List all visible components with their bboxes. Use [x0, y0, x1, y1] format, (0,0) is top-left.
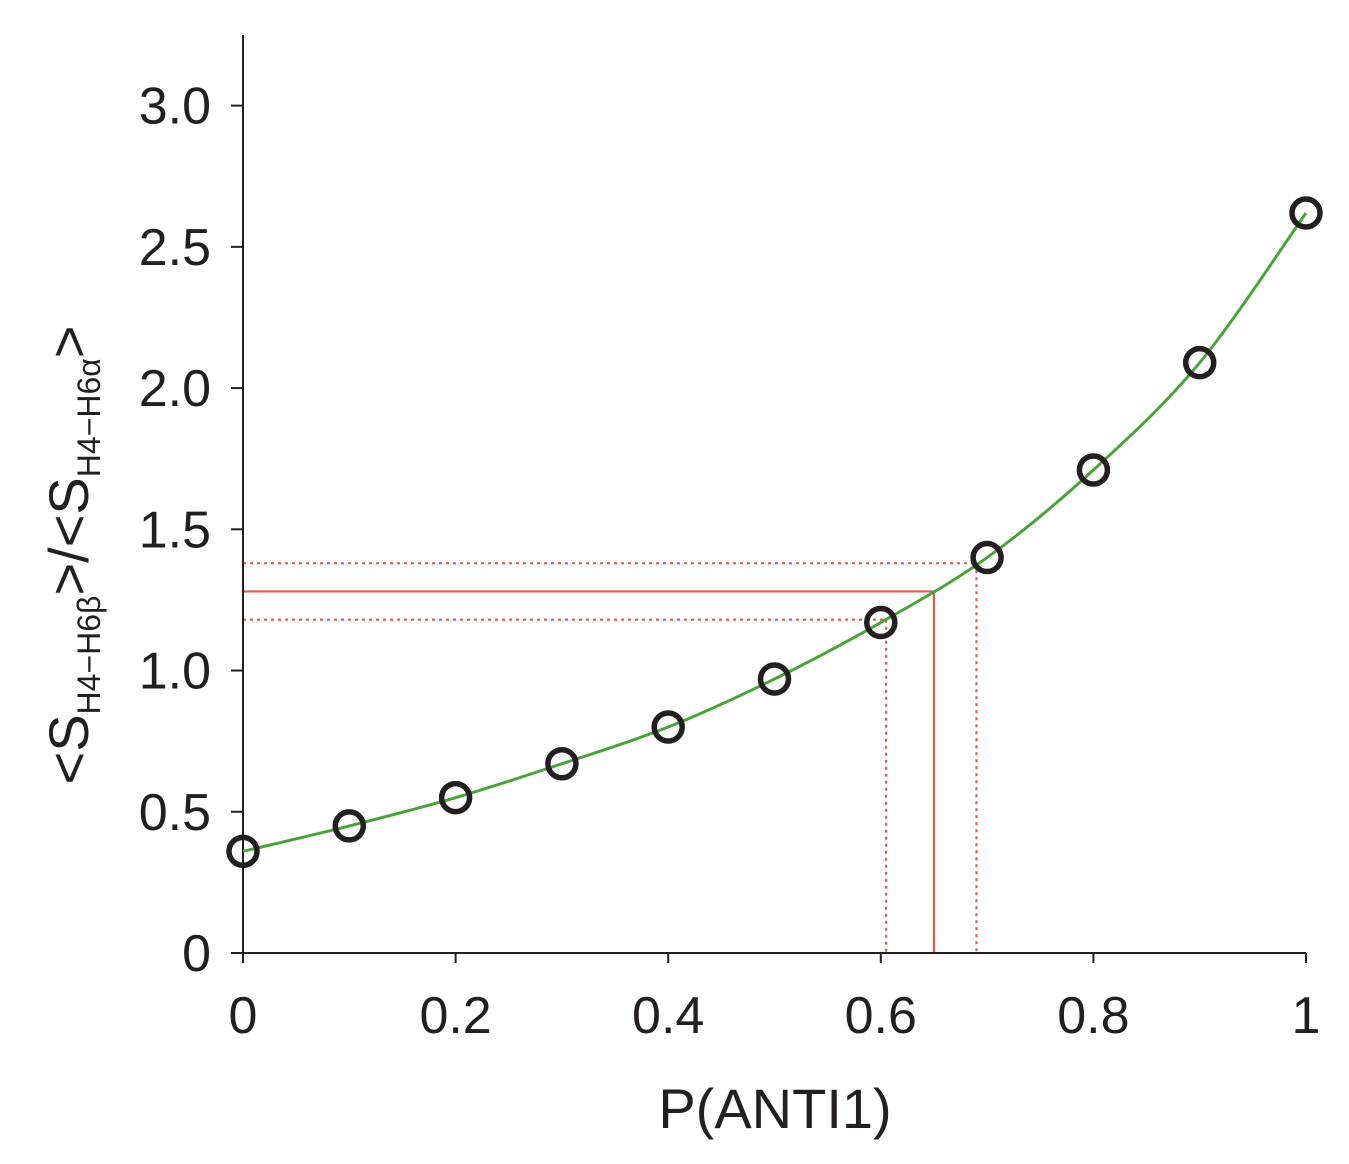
- x-tick-label: 0.8: [1057, 987, 1129, 1045]
- data-point: [1289, 196, 1323, 230]
- y-axis-title-part1: <S: [37, 714, 100, 784]
- x-tick-label: 0.2: [419, 987, 491, 1045]
- data-point: [1182, 345, 1217, 380]
- data-point: [438, 780, 473, 815]
- y-axis-title: <SH4−H6β>/<SH4−H6α>: [37, 326, 107, 785]
- y-axis-title-sub2: H4−H6α: [71, 358, 107, 477]
- y-tick-label: 2.5: [139, 219, 211, 277]
- data-point: [545, 747, 579, 781]
- data-point: [651, 710, 685, 744]
- data-point: [332, 809, 367, 843]
- data-point: [1076, 453, 1111, 487]
- reference-lines: [243, 562, 978, 953]
- y-axis-title-part2: >/<S: [37, 477, 100, 595]
- x-tick-label: 0.4: [632, 987, 704, 1045]
- y-tick-label: 0.5: [139, 784, 211, 842]
- data-point: [757, 662, 792, 696]
- data-point: [864, 605, 898, 640]
- y-tick-label: 3.0: [139, 78, 211, 136]
- x-axis-ticks: 0 0.2 0.4 0.6 0.8 1: [229, 953, 1321, 1045]
- y-tick-label: 2.0: [139, 360, 211, 418]
- data-point: [226, 834, 260, 869]
- fit-curve: [242, 212, 1308, 853]
- y-tick-label: 1.5: [139, 501, 211, 559]
- x-tick-label: 1: [1292, 987, 1321, 1045]
- y-axis-title-part3: >: [37, 326, 100, 359]
- x-axis-title: P(ANTI1): [658, 1077, 891, 1140]
- axes: [242, 35, 1306, 954]
- data-point: [970, 540, 1004, 575]
- y-tick-label: 1.0: [139, 643, 211, 701]
- y-axis-title-sub1: H4−H6β: [71, 596, 107, 715]
- y-axis-ticks: 0 0.5 1.0 1.5 2.0 2.5 3.0: [139, 78, 243, 983]
- x-tick-label: 0.6: [845, 987, 917, 1045]
- x-tick-label: 0: [229, 987, 258, 1045]
- data-points: [226, 196, 1323, 869]
- y-tick-label: 0: [182, 925, 211, 983]
